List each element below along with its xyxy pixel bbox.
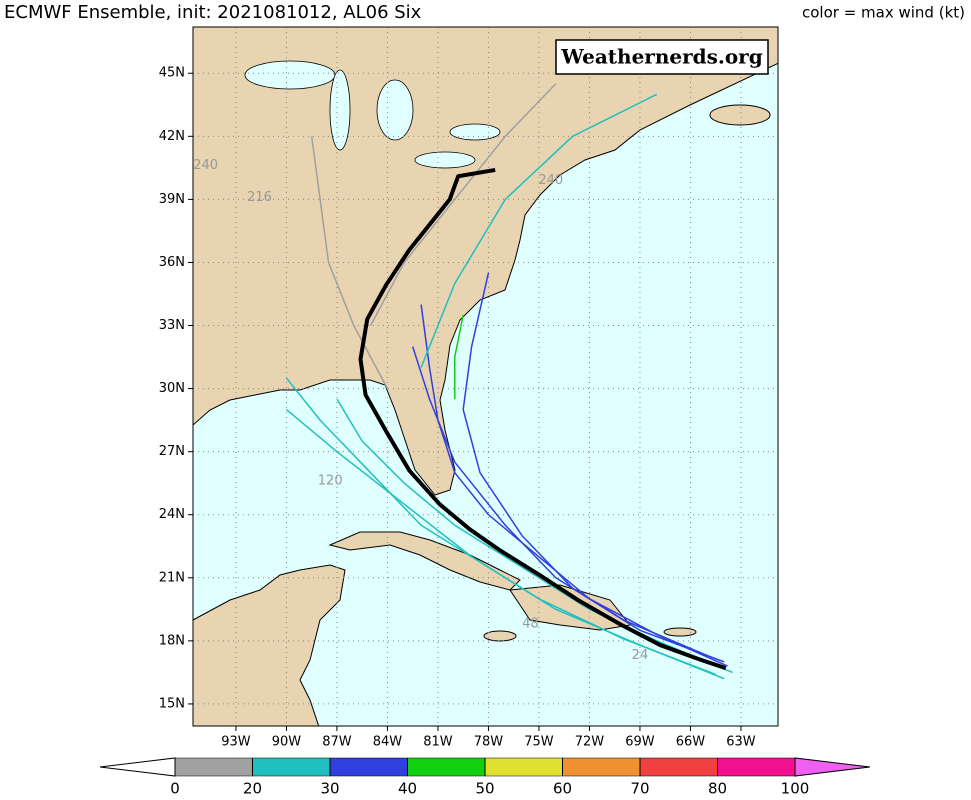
lon-tick-label: 87W [322,735,352,750]
lat-tick-label: 15N [159,696,185,711]
axes: 15N 18N 21N 24N 27N 30N 33N 36N 39N 42N 45N 93W 90W 8… [159,66,756,750]
lon-tick-label: 93W [221,735,251,750]
colorbar-segment [174,757,253,777]
member-track [369,83,557,326]
member-track [462,272,725,663]
hour-label: 240 [193,158,218,173]
colorbar-segment [407,757,486,777]
lat-tick-label: 39N [159,192,185,207]
colorbar-segment [484,757,563,777]
member-track [420,93,658,368]
colorbar-segment [252,757,331,777]
lakes [244,60,501,169]
colorbar-tick-label: 80 [708,780,727,798]
lat-tick-label: 21N [159,570,185,585]
member-track [411,346,708,657]
member-track [310,136,389,389]
lat-tick-label: 45N [159,66,185,81]
lon-tick-label: 90W [272,735,302,750]
lat-tick-label: 30N [159,381,185,396]
color-note: color = max wind (kt) [802,4,965,22]
colorbar-segment [329,757,408,777]
lon-tick-label: 66W [676,735,706,750]
lat-tick-label: 27N [159,444,185,459]
title: ECMWF Ensemble, init: 2021081012, AL06 S… [4,2,422,23]
colorbar-tick-label: 0 [170,780,180,798]
hour-label: 48 [522,617,539,632]
map: 48 240 216 120 24 240 [193,27,778,726]
lat-tick-label: 42N [159,129,185,144]
map-frame [192,26,779,727]
mean-track [358,167,727,671]
member-track [454,314,464,400]
colorbar-segment [639,757,718,777]
lon-tick-label: 69W [625,735,655,750]
hour-label: 216 [247,190,272,205]
colorbar-under [99,757,176,777]
lon-tick-label: 78W [474,735,504,750]
lat-tick-label: 24N [159,507,185,522]
colorbar-tick-label: 60 [553,780,572,798]
colorbar: 0 20 30 40 50 60 70 80 100 [99,757,871,798]
lat-tick-label: 33N [159,318,185,333]
lon-tick-label: 63W [726,735,756,750]
member-track [285,409,716,676]
lat-tick-label: 36N [159,255,185,270]
lon-tick-label: 72W [575,735,605,750]
hour-label: 120 [318,474,343,489]
member-track [420,304,728,667]
watermark: Weathernerds.org [560,45,762,69]
watermark-box [555,39,769,75]
colorbar-tick-label: 100 [781,780,810,798]
tracks: 48 240 216 120 24 240 [193,83,733,680]
lon-tick-label: 75W [524,735,554,750]
lon-tick-label: 84W [373,735,403,750]
colorbar-tick-label: 30 [320,780,339,798]
colorbar-segment [717,757,796,777]
hour-label: 240 [538,173,563,188]
lat-tick-label: 18N [159,633,185,648]
colorbar-tick-label: 40 [398,780,417,798]
colorbar-segment [562,757,641,777]
lon-tick-label: 81W [423,735,453,750]
hour-label: 24 [632,648,649,663]
colorbar-over [794,757,871,777]
colorbar-tick-label: 70 [630,780,649,798]
colorbar-tick-label: 50 [475,780,494,798]
colorbar-tick-label: 20 [243,780,262,798]
